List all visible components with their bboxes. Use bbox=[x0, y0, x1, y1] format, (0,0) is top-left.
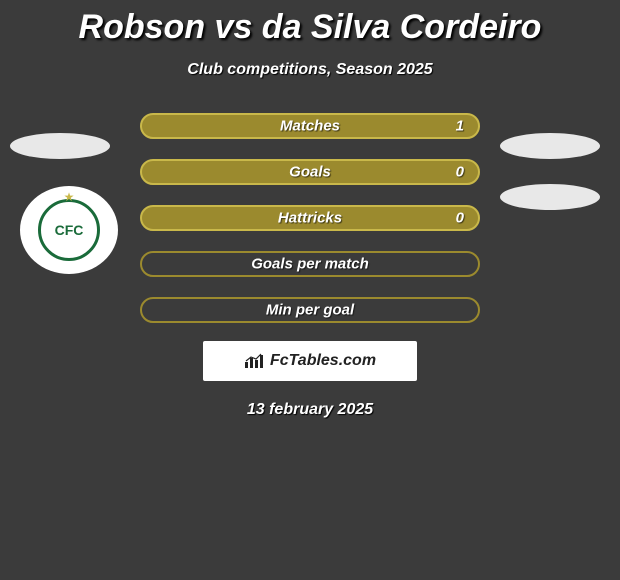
club-star-icon: ★ bbox=[64, 190, 75, 204]
logo-text: FcTables.com bbox=[270, 352, 376, 370]
stat-row: Goals 0 bbox=[140, 159, 480, 185]
stat-label: Min per goal bbox=[266, 302, 354, 319]
stat-row: Hattricks 0 bbox=[140, 205, 480, 231]
date: 13 february 2025 bbox=[0, 401, 620, 419]
stat-value: 1 bbox=[456, 118, 464, 135]
stat-value: 0 bbox=[456, 164, 464, 181]
player2-club-placeholder bbox=[500, 184, 600, 210]
bar-chart-icon bbox=[244, 353, 264, 369]
club-abbrev: CFC bbox=[55, 222, 84, 238]
stat-label: Goals per match bbox=[251, 256, 369, 273]
player1-avatar-placeholder bbox=[10, 133, 110, 159]
subtitle: Club competitions, Season 2025 bbox=[0, 61, 620, 79]
player1-club-badge: ★ CFC bbox=[20, 186, 118, 274]
stat-row: Min per goal bbox=[140, 297, 480, 323]
stat-value: 0 bbox=[456, 210, 464, 227]
fctables-logo: FcTables.com bbox=[203, 341, 417, 381]
stat-label: Matches bbox=[280, 118, 340, 135]
player2-avatar-placeholder bbox=[500, 133, 600, 159]
page-title: Robson vs da Silva Cordeiro bbox=[0, 8, 620, 47]
stat-label: Hattricks bbox=[278, 210, 342, 227]
stat-label: Goals bbox=[289, 164, 331, 181]
stat-row: Matches 1 bbox=[140, 113, 480, 139]
stat-row: Goals per match bbox=[140, 251, 480, 277]
